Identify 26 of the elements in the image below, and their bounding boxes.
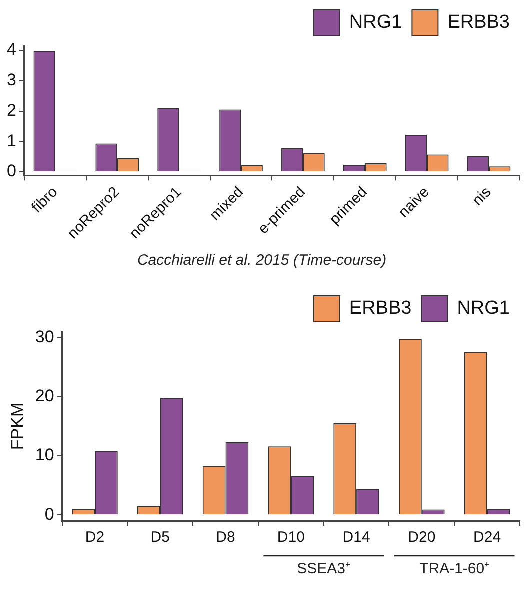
y-tick-label: 30 bbox=[35, 328, 54, 347]
chart-title: Cacchiarelli et al. 2015 (Time-course) bbox=[137, 252, 387, 270]
legend-label: ERBB3 bbox=[448, 12, 510, 34]
y-tick-label: 10 bbox=[35, 446, 54, 465]
y-tick-label: 4 bbox=[6, 40, 16, 60]
y-tick-label: 3 bbox=[6, 70, 16, 90]
x-tick-label: D2 bbox=[85, 529, 105, 546]
x-tick-label: fibro bbox=[28, 184, 62, 216]
y-axis-title: FPKM bbox=[8, 402, 27, 450]
x-tick-label: nis bbox=[469, 184, 495, 210]
text: TRA-1-60⁺ bbox=[420, 560, 490, 578]
x-tick-label: D14 bbox=[342, 529, 370, 546]
x-tick-label: D24 bbox=[474, 529, 502, 546]
y-tick-label: 20 bbox=[35, 386, 54, 406]
y-tick-label: 1 bbox=[6, 131, 16, 150]
y-tick-label: 0 bbox=[44, 504, 54, 524]
y-tick-label: 2 bbox=[6, 100, 16, 120]
x-tick-label: D20 bbox=[408, 529, 436, 546]
x-tick-label: D8 bbox=[216, 529, 236, 546]
text: SSEA3⁺ bbox=[297, 560, 351, 578]
legend-label: NRG1 bbox=[457, 298, 510, 320]
x-tick-label: D5 bbox=[150, 529, 170, 546]
y-tick-label: 0 bbox=[6, 162, 16, 181]
x-tick-label: D10 bbox=[277, 529, 305, 546]
legend-label: NRG1 bbox=[349, 12, 402, 34]
legend-label: ERBB3 bbox=[349, 298, 412, 320]
